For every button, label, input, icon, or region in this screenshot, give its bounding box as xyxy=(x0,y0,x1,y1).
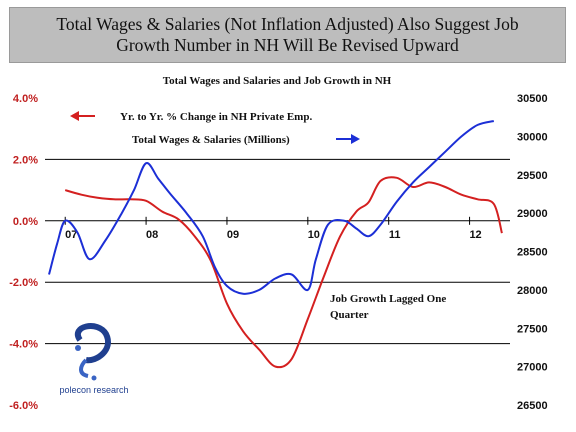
logo-text: polecon research xyxy=(59,385,128,395)
x-tick-label: 09 xyxy=(227,229,239,241)
left-axis-ticks: 4.0% 2.0% 0.0% -2.0% -4.0% -6.0% xyxy=(9,93,38,412)
left-tick-label: -2.0% xyxy=(9,277,38,289)
chart-subtitle: Total Wages and Salaries and Job Growth … xyxy=(163,75,392,87)
right-tick-label: 30000 xyxy=(517,131,548,143)
right-tick-label: 29000 xyxy=(517,208,548,220)
left-tick-label: 0.0% xyxy=(13,216,38,228)
series-line-private-employment xyxy=(64,176,503,369)
banner-title-line-2: Growth Number in NH Will Be Revised Upwa… xyxy=(116,35,459,55)
legend-label-wages: Total Wages & Salaries (Millions) xyxy=(132,134,290,146)
grid-lines xyxy=(45,158,510,345)
polecon-swirl-logo xyxy=(74,323,111,381)
x-tick-label: 07 xyxy=(65,229,77,241)
legend-label-employment: Yr. to Yr. % Change in NH Private Emp. xyxy=(120,111,312,123)
x-tick-label: 08 xyxy=(146,229,158,241)
legend: Yr. to Yr. % Change in NH Private Emp. T… xyxy=(70,111,360,146)
right-tick-label: 30500 xyxy=(517,93,548,105)
series-line-total-wages xyxy=(48,120,495,295)
left-tick-label: 2.0% xyxy=(13,154,38,166)
right-tick-label: 27000 xyxy=(517,362,548,374)
right-tick-label: 28000 xyxy=(517,285,548,297)
right-tick-label: 27500 xyxy=(517,323,548,335)
left-tick-label: 4.0% xyxy=(13,93,38,105)
annotation-line-1: Job Growth Lagged One xyxy=(330,293,446,305)
right-tick-label: 29500 xyxy=(517,170,548,182)
legend-arrow-wages xyxy=(336,134,360,144)
right-tick-label: 28500 xyxy=(517,247,548,259)
left-tick-label: -6.0% xyxy=(9,400,38,412)
annotation-line-2: Quarter xyxy=(330,309,369,321)
x-tick-label: 12 xyxy=(469,229,481,241)
left-tick-label: -4.0% xyxy=(9,339,38,351)
x-tick-label: 11 xyxy=(389,229,401,241)
legend-arrow-employment xyxy=(70,111,95,121)
right-axis-ticks: 30500 30000 29500 29000 28500 28000 27500 27000… xyxy=(517,93,548,412)
right-tick-label: 26500 xyxy=(517,400,548,412)
title-banner: Total Wages & Salaries (Not Inflation Ad… xyxy=(9,7,566,63)
x-axis-ticks: 07 08 09 10 11 12 xyxy=(64,216,482,241)
banner-title-line-1: Total Wages & Salaries (Not Inflation Ad… xyxy=(56,14,519,34)
x-tick-label: 10 xyxy=(308,229,320,241)
